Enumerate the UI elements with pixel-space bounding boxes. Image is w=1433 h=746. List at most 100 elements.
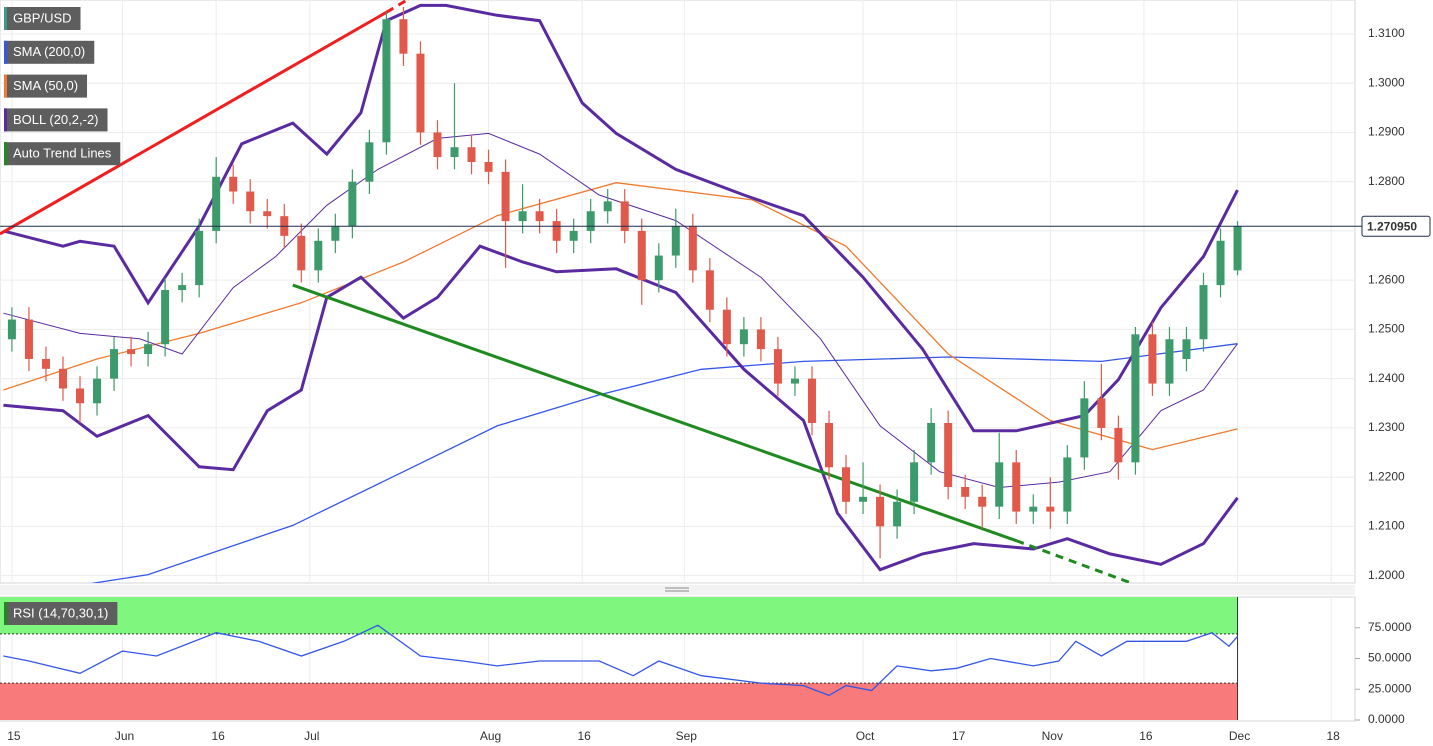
candle-body bbox=[654, 255, 663, 281]
legend-box bbox=[4, 108, 108, 132]
candle-body bbox=[535, 211, 544, 222]
legend-item: SMA (200,0) bbox=[4, 40, 95, 64]
candle-body bbox=[212, 176, 221, 231]
x-tick-label: Jul bbox=[304, 729, 319, 743]
legend-item: SMA (50,0) bbox=[4, 74, 88, 98]
legend-label: RSI (14,70,30,1) bbox=[13, 605, 108, 620]
legend-label: Auto Trend Lines bbox=[13, 146, 112, 161]
candle-body bbox=[569, 230, 578, 241]
candle-body bbox=[756, 329, 765, 350]
x-tick-label: Dec bbox=[1229, 729, 1250, 743]
candle-body bbox=[399, 19, 408, 54]
candle-body bbox=[586, 211, 595, 231]
candle-body bbox=[178, 285, 187, 291]
legend-swatch bbox=[4, 602, 7, 625]
splitter-grip bbox=[665, 587, 689, 592]
legend-item: RSI (14,70,30,1) bbox=[4, 602, 118, 625]
legend-swatch bbox=[4, 108, 7, 132]
candle-body bbox=[7, 319, 16, 340]
candle-body bbox=[1046, 506, 1055, 512]
x-tick-label: 16 bbox=[212, 729, 226, 743]
y-tick-label: 1.2900 bbox=[1368, 125, 1405, 139]
candle-body bbox=[1131, 334, 1140, 463]
candle-body bbox=[790, 378, 799, 384]
candle-body bbox=[671, 226, 680, 256]
candle-body bbox=[637, 230, 646, 281]
candle-body bbox=[739, 329, 748, 345]
candle-body bbox=[518, 211, 527, 222]
candle-body bbox=[382, 19, 391, 143]
y-tick-label: 1.2600 bbox=[1368, 272, 1405, 286]
candle-body bbox=[620, 201, 629, 231]
candle-body bbox=[41, 358, 50, 369]
y-tick-label: 1.3000 bbox=[1368, 75, 1405, 89]
main-plot bbox=[0, 0, 1356, 584]
candle-body bbox=[161, 290, 170, 345]
y-tick-label: 1.2800 bbox=[1368, 174, 1405, 188]
x-tick-label: 16 bbox=[1139, 729, 1153, 743]
x-tick-label: 16 bbox=[577, 729, 591, 743]
candle-body bbox=[229, 176, 238, 192]
legend-swatch bbox=[4, 40, 7, 64]
legend-label: SMA (200,0) bbox=[13, 44, 85, 59]
candle-body bbox=[552, 221, 561, 241]
candle-body bbox=[995, 462, 1004, 507]
candle-body bbox=[1199, 285, 1208, 340]
candle-body bbox=[1029, 506, 1038, 512]
trend-line bbox=[292, 283, 1017, 543]
candle-body bbox=[348, 181, 357, 227]
candle-body bbox=[842, 467, 851, 502]
candle-body bbox=[416, 53, 425, 133]
legend-item: Auto Trend Lines bbox=[4, 142, 121, 166]
candle-body bbox=[331, 226, 340, 241]
candle-body bbox=[978, 496, 987, 507]
candle-body bbox=[93, 378, 102, 404]
oversold-zone bbox=[0, 683, 1238, 720]
legend-swatch bbox=[4, 142, 7, 166]
candle-body bbox=[144, 344, 153, 355]
candle-body bbox=[927, 422, 936, 463]
candle-body bbox=[58, 368, 67, 389]
candle-body bbox=[1233, 226, 1242, 271]
candle-body bbox=[722, 309, 731, 345]
candle-body bbox=[1097, 398, 1106, 428]
pane-splitter[interactable] bbox=[0, 585, 1355, 595]
candle-body bbox=[603, 201, 612, 212]
candle-body bbox=[433, 132, 442, 158]
candle-body bbox=[876, 496, 885, 527]
y-tick-label: 1.2400 bbox=[1368, 371, 1405, 385]
x-tick-label: 18 bbox=[1326, 729, 1340, 743]
candle-body bbox=[195, 230, 204, 286]
candle-body bbox=[484, 161, 493, 172]
legend-item: BOLL (20,2,-2) bbox=[4, 108, 108, 132]
candle-body bbox=[1182, 339, 1191, 359]
candle-body bbox=[246, 191, 255, 212]
candle-body bbox=[127, 349, 136, 355]
candle-body bbox=[110, 349, 119, 379]
candle-body bbox=[859, 496, 868, 502]
candle-body bbox=[1216, 240, 1225, 286]
legend-box bbox=[4, 7, 81, 30]
sma-line bbox=[3, 182, 1238, 451]
candle-body bbox=[825, 422, 834, 468]
candle-body bbox=[263, 211, 272, 217]
candle-body bbox=[705, 270, 714, 310]
candle-body bbox=[1080, 398, 1089, 458]
main-layer bbox=[0, 0, 1355, 583]
candle-body bbox=[961, 486, 970, 497]
x-tick-label: Oct bbox=[856, 729, 875, 743]
last-price-label: 1.270950 bbox=[1367, 219, 1417, 233]
candle-body bbox=[297, 235, 306, 271]
overbought-zone bbox=[0, 597, 1238, 634]
legend-box bbox=[4, 602, 118, 625]
y-tick-label: 1.2000 bbox=[1368, 568, 1405, 582]
x-tick-label: Aug bbox=[480, 729, 501, 743]
candle-body bbox=[688, 226, 697, 271]
y-tick-label: 25.0000 bbox=[1368, 681, 1412, 695]
legend-item: GBP/USD bbox=[4, 7, 81, 30]
last-price-tag bbox=[1361, 215, 1431, 237]
y-tick-label: 1.3100 bbox=[1368, 26, 1405, 40]
candle-body bbox=[944, 422, 953, 487]
y-tick-label: 0.0000 bbox=[1368, 712, 1405, 726]
